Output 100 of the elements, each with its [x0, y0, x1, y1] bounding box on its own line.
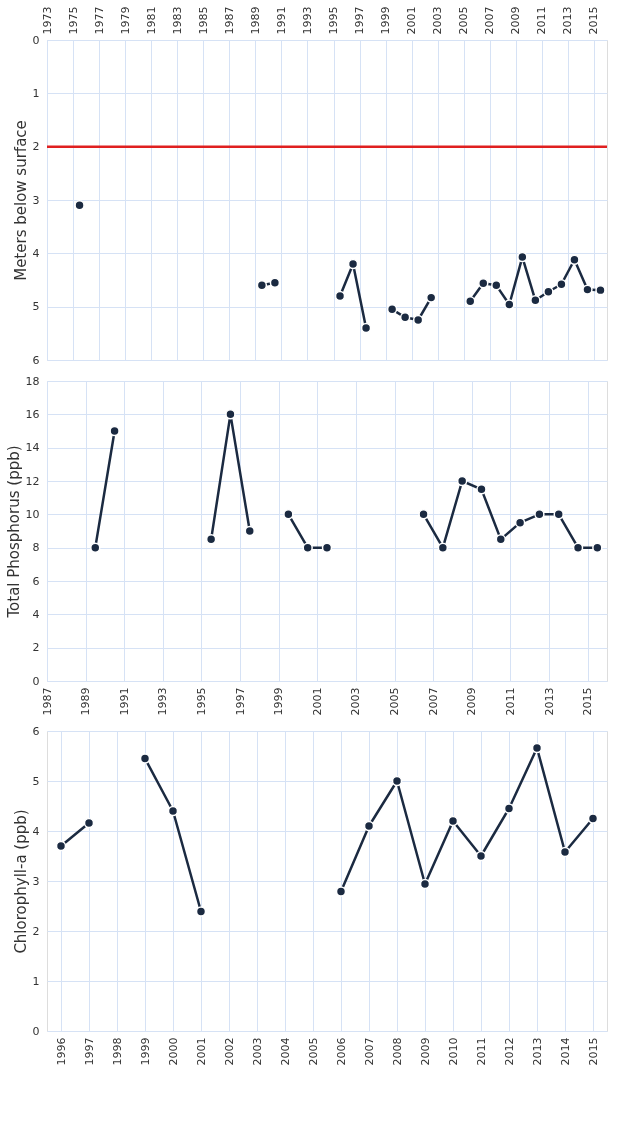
- x-tick-label: 2013: [542, 687, 556, 716]
- x-tick-label: 1999: [379, 6, 393, 35]
- x-tick-label: 1993: [300, 6, 314, 35]
- y-axis-title: Chlorophyll-a (ppb): [11, 809, 30, 954]
- x-tick-label: 1998: [110, 1037, 124, 1066]
- point: [418, 509, 429, 520]
- x-tick-label: 1977: [92, 6, 106, 35]
- point: [109, 425, 120, 437]
- x-tick-label: 1999: [138, 1037, 152, 1066]
- x-tick-label: 2013: [530, 1037, 544, 1066]
- x-tick-label: 2001: [310, 687, 324, 716]
- x-tick-label: 2006: [334, 1037, 348, 1066]
- x-tick-label: 1997: [82, 1037, 96, 1066]
- x-tick-label: 2002: [222, 1037, 236, 1066]
- point: [543, 286, 554, 297]
- x-tick-label: 1973: [40, 6, 54, 35]
- x-tick-label: 2009: [509, 6, 523, 35]
- y-tick-label: 12: [25, 474, 40, 488]
- y-tick-label: 16: [25, 407, 40, 421]
- x-tick-label: 2007: [362, 1037, 376, 1066]
- x-tick-label: 2013: [561, 6, 575, 35]
- x-tick-label: 2015: [587, 6, 601, 35]
- x-tick-label: 1989: [248, 6, 262, 35]
- x-tick-label: 1979: [118, 6, 132, 35]
- y-tick-label: 2: [32, 924, 40, 938]
- x-tick-label: 1997: [353, 6, 367, 35]
- x-tick-label: 2005: [388, 687, 402, 716]
- x-tick-label: 2000: [166, 1037, 180, 1066]
- x-tick-label: 2009: [418, 1037, 432, 1066]
- y-tick-label: 0: [32, 1024, 40, 1038]
- y-tick-label: 2: [32, 641, 40, 655]
- y-tick-label: 8: [32, 541, 40, 555]
- x-tick-label: 2007: [483, 6, 497, 35]
- point: [582, 284, 593, 295]
- point: [476, 484, 487, 495]
- point: [419, 878, 431, 890]
- y-tick-label: 0: [32, 33, 40, 47]
- x-tick-label: 1991: [117, 687, 131, 716]
- x-tick-label: 1995: [327, 6, 341, 35]
- x-tick-label: 1991: [274, 6, 288, 35]
- point: [302, 542, 313, 553]
- x-tick-label: 2004: [278, 1037, 292, 1066]
- x-tick-label: 2011: [535, 6, 549, 35]
- x-tick-label: 1993: [156, 687, 170, 716]
- y-tick-label: 5: [32, 774, 40, 788]
- point: [283, 509, 294, 520]
- x-tick-label: 2001: [405, 6, 419, 35]
- x-tick-label: 2011: [503, 687, 517, 716]
- y-tick-label: 18: [25, 374, 40, 388]
- y-tick-label: 6: [32, 574, 40, 588]
- point: [225, 409, 236, 420]
- y-axis-title: Total Phosphorus (ppb): [4, 445, 23, 619]
- x-tick-label: 2014: [558, 1037, 572, 1066]
- x-tick-label: 1997: [233, 687, 247, 716]
- y-tick-label: 4: [32, 246, 40, 260]
- x-tick-label: 1981: [144, 6, 158, 35]
- y-tick-label: 1: [32, 86, 40, 100]
- point: [90, 542, 101, 553]
- x-tick-label: 1983: [170, 6, 184, 35]
- x-tick-label: 2005: [306, 1037, 320, 1066]
- x-tick-label: 2012: [502, 1037, 516, 1066]
- x-tick-label: 2007: [426, 687, 440, 716]
- y-tick-label: 3: [32, 193, 40, 207]
- point: [478, 277, 489, 289]
- x-tick-label: 1996: [54, 1037, 68, 1066]
- x-tick-label: 1999: [272, 687, 286, 716]
- y-tick-label: 10: [25, 507, 40, 521]
- x-tick-label: 1995: [194, 687, 208, 716]
- x-tick-label: 2003: [349, 687, 363, 716]
- x-tick-label: 1985: [196, 6, 210, 35]
- x-tick-label: 1987: [40, 687, 54, 716]
- y-tick-label: 6: [32, 724, 40, 738]
- y-tick-label: 2: [32, 140, 40, 154]
- point: [592, 542, 603, 553]
- x-tick-label: 2009: [465, 687, 479, 716]
- y-axis-title: Meters below surface: [11, 120, 30, 281]
- x-tick-label: 1989: [79, 687, 93, 716]
- y-tick-label: 14: [25, 441, 40, 455]
- y-tick-label: 4: [32, 607, 40, 621]
- y-tick-label: 0: [32, 674, 40, 688]
- x-tick-label: 1987: [222, 6, 236, 35]
- x-tick-label: 2010: [446, 1037, 460, 1066]
- y-tick-label: 1: [32, 974, 40, 988]
- x-tick-label: 2008: [390, 1037, 404, 1066]
- x-tick-label: 2015: [581, 687, 595, 716]
- x-tick-label: 2003: [250, 1037, 264, 1066]
- x-tick-label: 2015: [586, 1037, 600, 1066]
- x-tick-label: 2003: [431, 6, 445, 35]
- y-tick-label: 6: [32, 353, 40, 367]
- point: [437, 542, 449, 553]
- x-tick-label: 2011: [474, 1037, 488, 1066]
- y-tick-label: 4: [32, 824, 40, 838]
- point: [517, 251, 528, 263]
- x-tick-label: 1975: [66, 6, 80, 35]
- x-tick-label: 2005: [457, 6, 471, 35]
- point: [456, 475, 468, 487]
- point: [572, 542, 584, 553]
- x-tick-label: 2001: [194, 1037, 208, 1066]
- y-tick-label: 3: [32, 874, 40, 888]
- point: [553, 509, 564, 520]
